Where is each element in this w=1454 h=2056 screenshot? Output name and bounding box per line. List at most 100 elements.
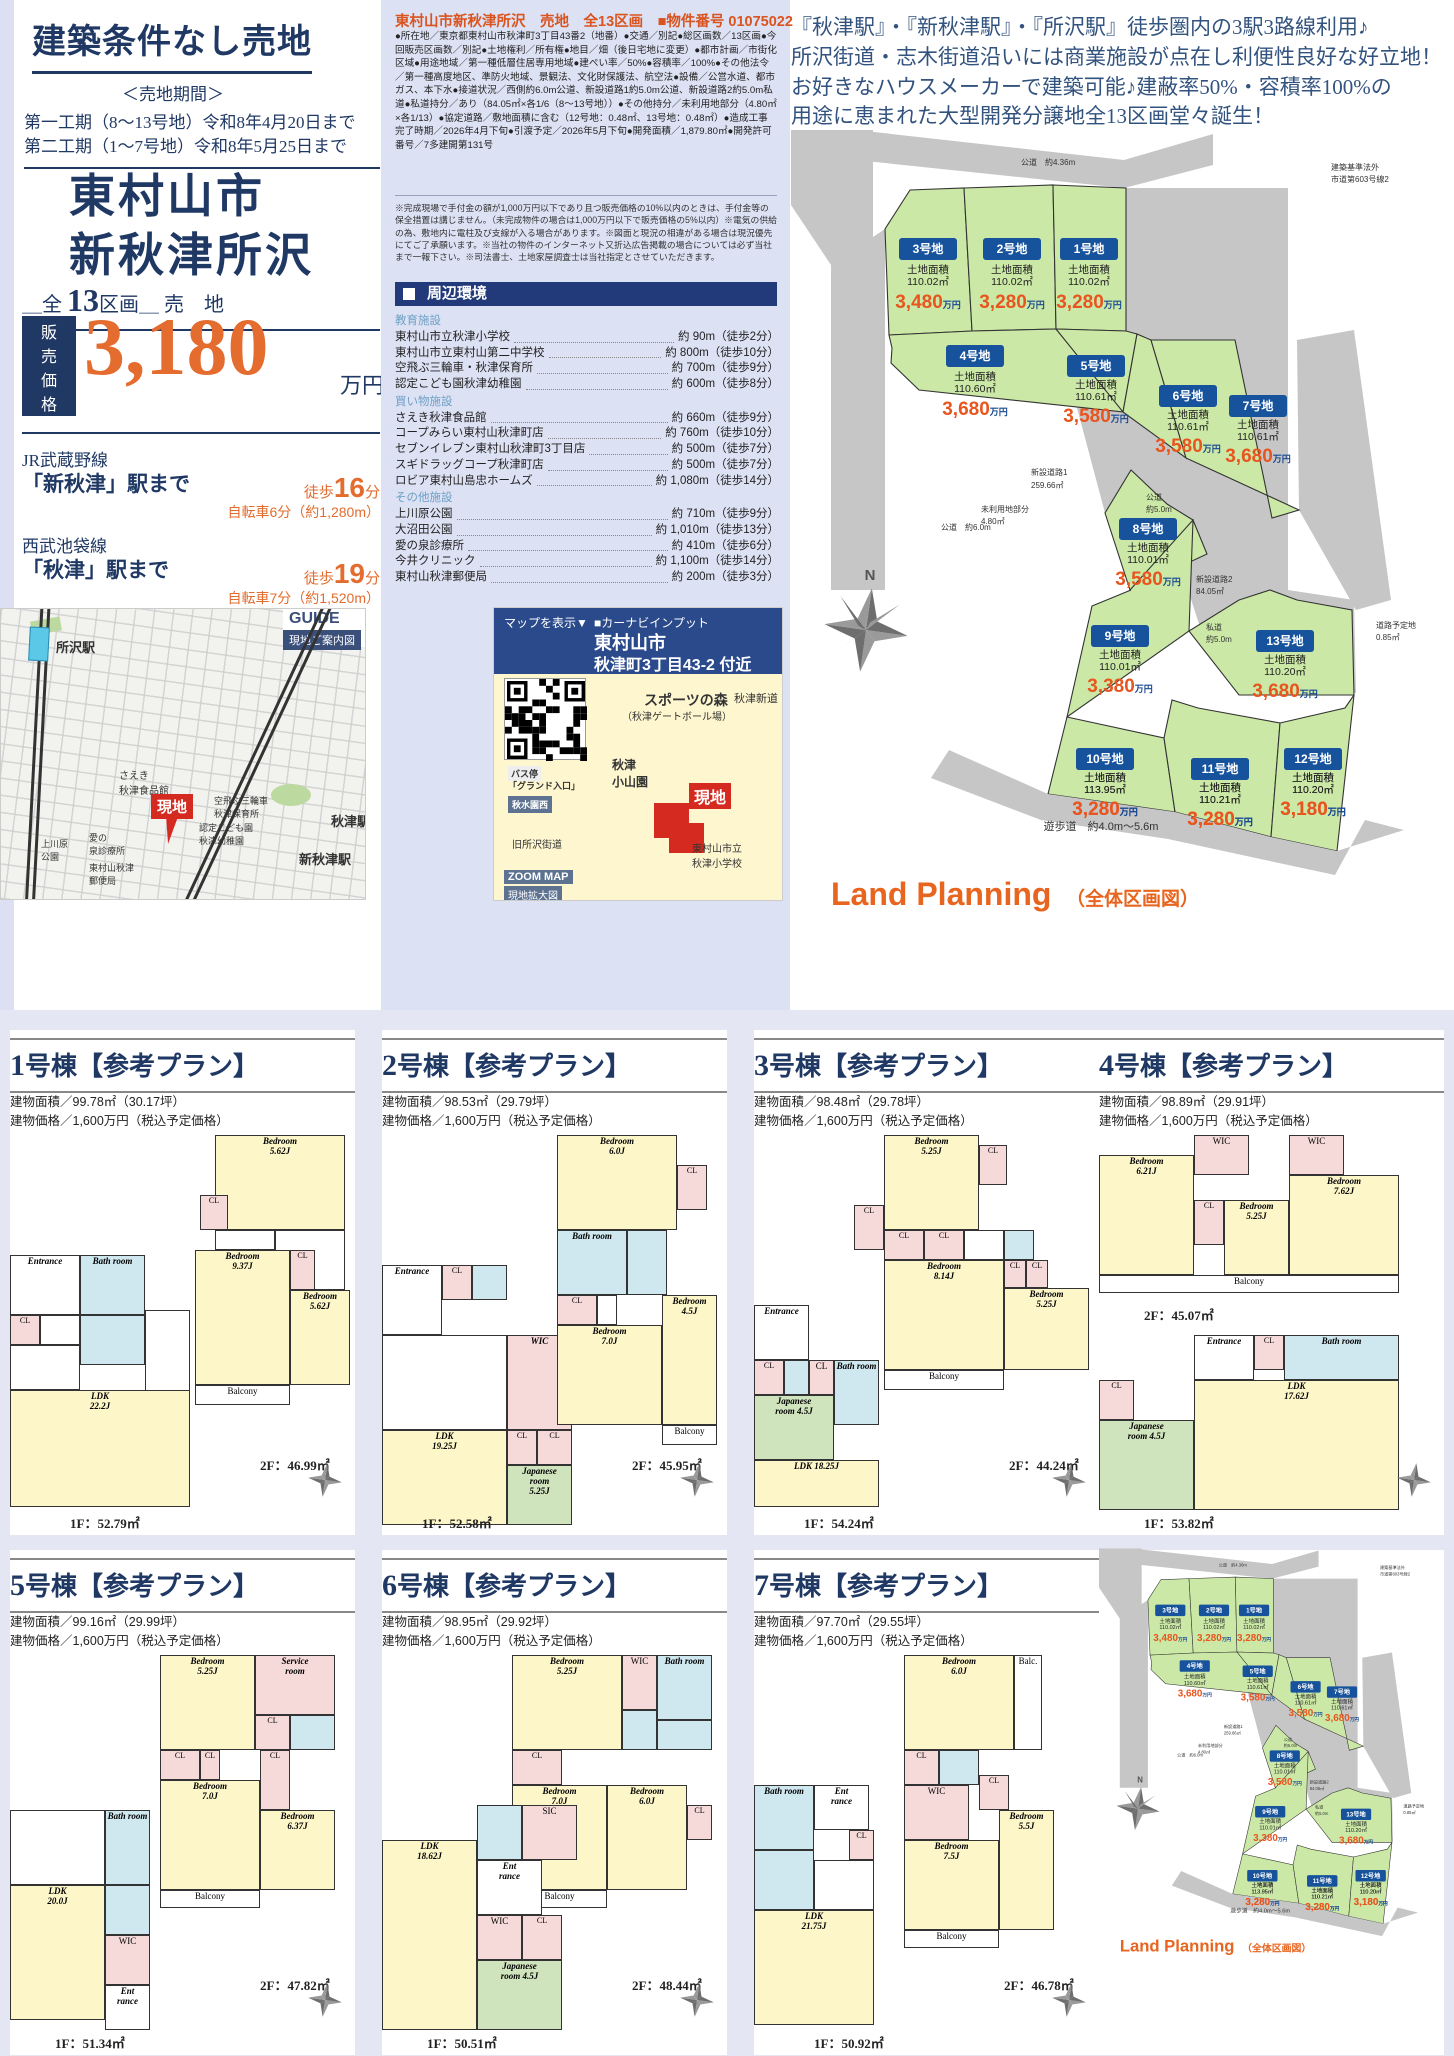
svg-text:110.61㎡: 110.61㎡ xyxy=(1075,391,1117,403)
svg-text:土地面積: 土地面積 xyxy=(991,263,1033,276)
svg-text:約5.0m: 約5.0m xyxy=(1206,634,1232,644)
svg-text:8号地: 8号地 xyxy=(1133,521,1164,536)
svg-text:110.02㎡: 110.02㎡ xyxy=(1068,276,1110,288)
svg-text:遊歩道 約4.0m〜5.6m: 遊歩道 約4.0m〜5.6m xyxy=(1044,819,1159,833)
svg-text:4.80㎡: 4.80㎡ xyxy=(1198,1748,1211,1754)
svg-text:Land Planning: Land Planning xyxy=(1120,1937,1235,1956)
svg-text:5号地: 5号地 xyxy=(1081,358,1112,373)
svg-text:110.60㎡: 110.60㎡ xyxy=(954,383,996,395)
svg-text:3号地: 3号地 xyxy=(1162,1606,1179,1614)
svg-text:110.01㎡: 110.01㎡ xyxy=(1099,661,1141,673)
svg-text:土地面積: 土地面積 xyxy=(1167,408,1209,421)
svg-text:3,680万円: 3,680万円 xyxy=(1178,1689,1212,1700)
svg-text:（全体区画図）: （全体区画図） xyxy=(1066,887,1199,910)
svg-text:13号地: 13号地 xyxy=(1346,1810,1366,1818)
svg-text:9号地: 9号地 xyxy=(1105,628,1136,643)
svg-text:3,380万円: 3,380万円 xyxy=(1253,1833,1287,1844)
svg-text:土地面積: 土地面積 xyxy=(954,370,996,383)
svg-text:N: N xyxy=(696,1460,701,1462)
svg-text:1号地: 1号地 xyxy=(1074,241,1105,256)
svg-text:私道: 私道 xyxy=(1315,1804,1323,1810)
svg-text:N: N xyxy=(324,1460,329,1462)
svg-text:2号地: 2号地 xyxy=(997,241,1028,256)
svg-text:N: N xyxy=(1413,1460,1418,1462)
svg-text:110.21㎡: 110.21㎡ xyxy=(1199,794,1241,806)
svg-text:113.95㎡: 113.95㎡ xyxy=(1084,784,1126,796)
svg-text:N: N xyxy=(696,1980,701,1982)
svg-text:110.20㎡: 110.20㎡ xyxy=(1292,784,1334,796)
svg-text:259.66㎡: 259.66㎡ xyxy=(1224,1730,1242,1736)
svg-text:3号地: 3号地 xyxy=(913,241,944,256)
svg-text:10号地: 10号地 xyxy=(1086,751,1123,766)
svg-text:市道第603号線2: 市道第603号線2 xyxy=(1331,174,1389,184)
svg-text:約5.0m: 約5.0m xyxy=(1315,1810,1329,1816)
svg-text:約5.0m: 約5.0m xyxy=(1284,1742,1298,1748)
svg-text:私道: 私道 xyxy=(1206,622,1222,632)
svg-text:0.85㎡: 0.85㎡ xyxy=(1403,1809,1416,1815)
svg-text:11号地: 11号地 xyxy=(1313,1877,1333,1885)
svg-text:84.05㎡: 84.05㎡ xyxy=(1196,587,1224,596)
svg-text:0.85㎡: 0.85㎡ xyxy=(1376,633,1400,642)
svg-text:110.61㎡: 110.61㎡ xyxy=(1167,421,1209,433)
svg-text:道路予定地: 道路予定地 xyxy=(1376,620,1416,630)
svg-text:9号地: 9号地 xyxy=(1262,1808,1279,1816)
svg-text:土地面積: 土地面積 xyxy=(1199,781,1241,794)
svg-text:6号地: 6号地 xyxy=(1173,388,1204,403)
svg-text:3,680万円: 3,680万円 xyxy=(942,399,1008,420)
svg-text:12号地: 12号地 xyxy=(1361,1872,1381,1880)
svg-text:N: N xyxy=(865,567,876,584)
svg-text:110.20㎡: 110.20㎡ xyxy=(1264,666,1306,678)
svg-text:6号地: 6号地 xyxy=(1298,1683,1315,1691)
svg-text:4.80㎡: 4.80㎡ xyxy=(981,517,1005,526)
svg-text:建築基準法外: 建築基準法外 xyxy=(1331,162,1379,172)
svg-text:N: N xyxy=(1068,1980,1073,1982)
svg-text:1号地: 1号地 xyxy=(1246,1606,1263,1614)
svg-text:公道: 公道 xyxy=(1146,492,1162,502)
svg-text:建築基準法外: 建築基準法外 xyxy=(1380,1564,1405,1570)
svg-text:公道 約4.36m: 公道 約4.36m xyxy=(1021,157,1076,167)
svg-text:土地面積: 土地面積 xyxy=(1068,263,1110,276)
svg-text:7号地: 7号地 xyxy=(1334,1688,1351,1696)
svg-text:13号地: 13号地 xyxy=(1266,633,1303,648)
svg-text:新設道路2: 新設道路2 xyxy=(1310,1779,1330,1785)
svg-text:2号地: 2号地 xyxy=(1206,1606,1223,1614)
svg-text:10号地: 10号地 xyxy=(1253,1872,1273,1880)
svg-text:未利用地部分: 未利用地部分 xyxy=(1198,1742,1223,1748)
svg-text:N: N xyxy=(1137,1776,1143,1785)
svg-text:土地面積: 土地面積 xyxy=(907,263,949,276)
svg-text:3,380万円: 3,380万円 xyxy=(1087,676,1153,697)
svg-text:110.02㎡: 110.02㎡ xyxy=(907,276,949,288)
svg-text:土地面積: 土地面積 xyxy=(1237,418,1279,431)
svg-text:N: N xyxy=(1068,1460,1073,1462)
svg-text:8号地: 8号地 xyxy=(1277,1752,1294,1760)
svg-text:4号地: 4号地 xyxy=(960,348,991,363)
svg-text:110.61㎡: 110.61㎡ xyxy=(1237,431,1279,443)
svg-text:12号地: 12号地 xyxy=(1294,751,1331,766)
svg-text:約5.0m: 約5.0m xyxy=(1146,504,1172,514)
svg-text:土地面積: 土地面積 xyxy=(1075,378,1117,391)
svg-text:Land Planning: Land Planning xyxy=(831,876,1051,912)
svg-text:公道: 公道 xyxy=(1284,1736,1292,1742)
svg-text:土地面積: 土地面積 xyxy=(1292,771,1334,784)
svg-text:4号地: 4号地 xyxy=(1187,1662,1204,1670)
svg-text:土地面積: 土地面積 xyxy=(1127,541,1169,554)
svg-text:新設道路1: 新設道路1 xyxy=(1031,467,1068,477)
svg-text:新設道路2: 新設道路2 xyxy=(1196,574,1233,584)
svg-text:（全体区画図）: （全体区画図） xyxy=(1242,1942,1311,1955)
svg-text:5号地: 5号地 xyxy=(1250,1667,1267,1675)
svg-text:土地面積: 土地面積 xyxy=(1264,653,1306,666)
svg-text:未利用地部分: 未利用地部分 xyxy=(981,504,1029,514)
svg-text:84.05㎡: 84.05㎡ xyxy=(1310,1785,1325,1791)
svg-text:259.66㎡: 259.66㎡ xyxy=(1031,481,1063,490)
svg-text:市道第603号線2: 市道第603号線2 xyxy=(1380,1570,1411,1576)
svg-text:11号地: 11号地 xyxy=(1202,761,1239,776)
svg-text:道路予定地: 道路予定地 xyxy=(1403,1803,1424,1809)
svg-text:土地面積: 土地面積 xyxy=(1099,648,1141,661)
svg-text:110.01㎡: 110.01㎡ xyxy=(1127,554,1169,566)
svg-text:新設道路1: 新設道路1 xyxy=(1224,1723,1244,1729)
svg-text:公道 約4.36m: 公道 約4.36m xyxy=(1219,1562,1248,1568)
svg-text:110.02㎡: 110.02㎡ xyxy=(991,276,1033,288)
svg-text:土地面積: 土地面積 xyxy=(1084,771,1126,784)
svg-text:N: N xyxy=(324,1980,329,1982)
svg-text:7号地: 7号地 xyxy=(1243,398,1274,413)
